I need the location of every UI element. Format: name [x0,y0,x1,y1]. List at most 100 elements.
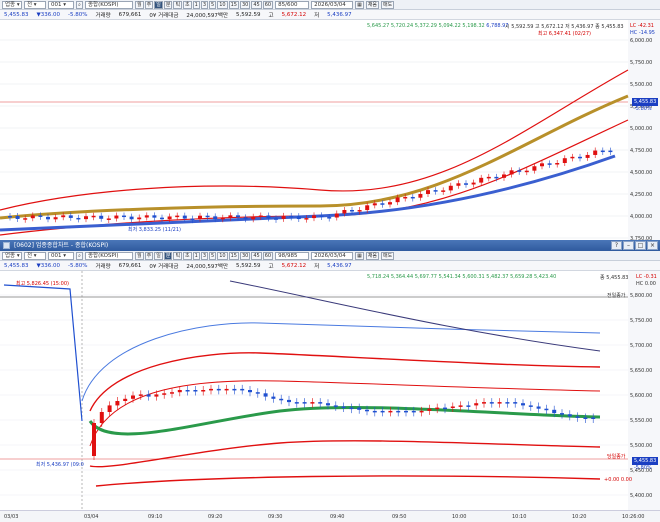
top-lc: LC -42.31 [630,23,654,29]
top-period-4[interactable]: 틱 [173,0,183,9]
top-period-11[interactable]: 30 [239,0,251,9]
top-candle-body [152,215,157,218]
info2-volume-label: 거래량 [95,263,111,270]
bot-period-5[interactable]: 초 [183,251,192,260]
bot-candle-body [162,393,167,395]
top-candle-body [137,217,142,220]
top-period-6[interactable]: 1 [192,0,200,9]
bot-period-6[interactable]: 1 [192,251,200,260]
top-period-9[interactable]: 10 [217,0,228,9]
current-day-label: 당일종가 [607,454,626,460]
fill-button[interactable]: 채움 [365,0,380,9]
help-button[interactable]: ? [611,241,622,250]
type-select-2-value: 업종 [5,252,16,259]
bot-period-8[interactable]: 5 [209,251,217,260]
bot-y-tick: 5,700.00 [630,343,652,349]
top-candle-body [236,215,240,218]
bot-period-3[interactable]: 분 [163,251,173,260]
bot-period-10[interactable]: 15 [228,251,239,260]
bot-period-4[interactable]: 틱 [173,251,183,260]
minimize-button[interactable]: – [623,241,634,250]
type-select[interactable]: 업종 ▾ [2,0,22,9]
bot-period-13[interactable]: 60 [262,251,274,260]
market-select[interactable]: 전 ▾ [24,0,46,9]
count-field-2[interactable]: 98/985 [275,251,310,260]
top-period-12[interactable]: 45 [251,0,262,9]
bot-period-2[interactable]: 일 [154,251,163,260]
bot-candle-body [302,402,307,404]
bot-candle-body [115,401,120,406]
bot-period-12[interactable]: 45 [251,251,262,260]
sell-button-2[interactable]: 매도 [381,251,395,260]
top-period-1[interactable]: 주 [144,0,154,9]
minute-candle-chart[interactable]: 5,800.00 5,750.00 5,700.00 5,650.00 5,600.00… [0,271,660,511]
bot-candle-body [154,394,159,397]
top-candle-body [380,203,385,205]
bot-y-tick: 5,450.00 [630,468,652,474]
date-field-2[interactable]: 2026/03/04 [311,251,354,260]
count-field[interactable]: 85/600 [275,0,310,9]
calendar-icon[interactable]: ▦ [355,251,364,260]
top-period-10[interactable]: 15 [228,0,239,9]
market-select-2[interactable]: 전 ▾ [24,251,46,260]
close-button[interactable]: × [647,241,658,250]
time-tick: 09:20 [208,514,223,520]
market-select-2-value: 전 [27,252,33,259]
bot-prev-day-line [3,284,83,422]
date-field[interactable]: 2026/03/04 [311,0,354,9]
bot-candle-body [92,423,96,456]
market-select-value: 전 [27,1,33,8]
top-candle-body [395,197,400,203]
minute-chart-toolbar: 업종 ▾ 전 ▾ 001 ▾ ⌕ 종합(KOSPI) 월 주 일 분 틱 초 1 3 5 10 15… [0,251,660,261]
code-input[interactable]: 001 ▾ [48,0,74,9]
search-icon[interactable]: ⌕ [76,0,83,9]
calendar-icon[interactable]: ▦ [355,0,364,9]
top-ma-values: 5,645.27 5,720.24 5,372.29 5,094.22 5,19… [367,23,485,29]
period-buttons-2: 월 주 일 분 틱 초 1 3 5 10 15 30 45 60 [135,251,274,260]
bot-period-0[interactable]: 월 [135,251,144,260]
info-low: 5,436.97 [327,11,352,18]
bot-candle-body [232,388,237,391]
bot-y-tick: 5,650.00 [630,368,652,374]
top-candle-body [319,215,324,218]
top-y-tick: 5,000.00 [630,126,652,132]
bot-period-1[interactable]: 주 [144,251,154,260]
bot-candle-body [560,413,564,415]
sell-button[interactable]: 매도 [381,0,395,9]
top-period-13[interactable]: 60 [262,0,274,9]
bot-candle-body [224,388,229,391]
top-y-tick: 5,500.00 [630,82,652,88]
bot-band-0 [81,322,601,402]
top-candle-body [296,216,301,220]
type-select-2[interactable]: 업종 ▾ [2,251,22,260]
top-period-7[interactable]: 3 [200,0,209,9]
bot-candle-body [521,403,525,406]
bot-candle-body [146,394,151,397]
top-period-3[interactable]: 분 [163,0,173,9]
time-tick: 10:26:00 [622,514,645,520]
bot-candle-body [513,402,518,404]
bot-candle-body [583,417,588,419]
maximize-button[interactable]: □ [635,241,646,250]
top-period-5[interactable]: 초 [183,0,192,9]
window-title: [0602] 업종종합차트 - 종합(KOSPI) [14,242,109,249]
top-period-0[interactable]: 월 [135,0,144,9]
top-low-note: 최저 3,833.25 (11/21) [128,227,181,233]
bot-candle-body [380,410,385,413]
bot-candle-body [505,402,510,404]
bot-period-11[interactable]: 30 [239,251,251,260]
bottom-ohlc: 종 5,455.83 [600,275,629,281]
bot-period-7[interactable]: 3 [200,251,209,260]
top-period-2[interactable]: 일 [154,0,163,9]
fill-label: 채움 [367,1,378,8]
fill-button-2[interactable]: 채움 [365,251,380,260]
top-candle-body [76,217,81,220]
daily-candle-chart[interactable]: 6,000.00 5,750.00 5,500.00 5,250.00 5,000.00… [0,20,660,240]
top-candle-body [46,216,50,220]
search-icon[interactable]: ⌕ [76,251,83,260]
top-candle-body [205,215,210,218]
code-input-2[interactable]: 001 ▾ [48,251,74,260]
bot-period-9[interactable]: 10 [217,251,228,260]
top-candle-body [372,203,377,206]
top-period-8[interactable]: 5 [209,0,217,9]
